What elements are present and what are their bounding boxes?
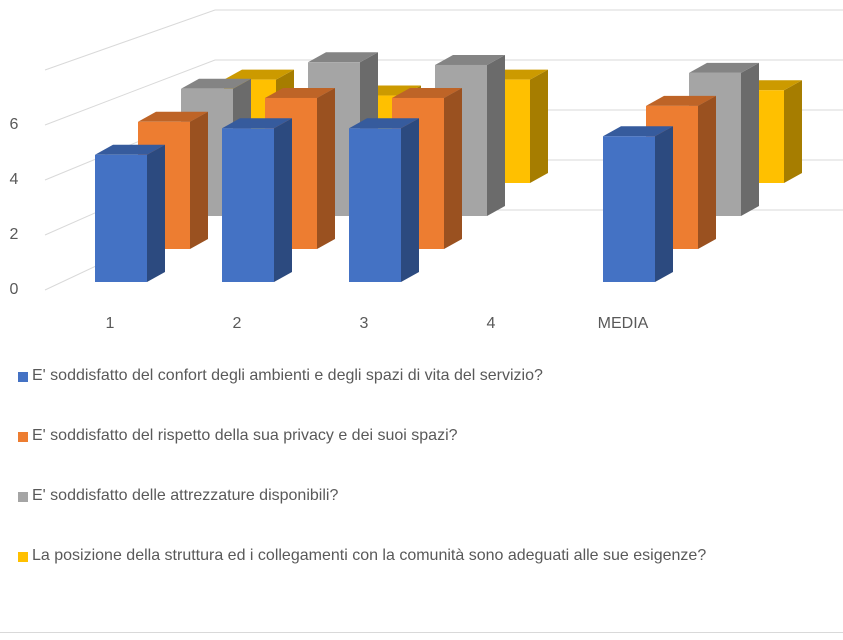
- y-tick-label: 6: [10, 116, 19, 133]
- bar-side: [655, 126, 673, 282]
- bar-side: [274, 118, 292, 282]
- bar-top: [265, 87, 335, 98]
- bar-side: [401, 118, 419, 282]
- y-tick-label: 0: [10, 281, 19, 298]
- legend-swatch: [18, 552, 28, 562]
- bar: [349, 128, 401, 282]
- bar-side: [698, 95, 716, 250]
- legend-item: E' soddisfatto delle attrezzature dispon…: [18, 486, 843, 506]
- y-tick-label: 4: [10, 171, 19, 188]
- bar-top: [224, 69, 294, 80]
- legend-item: La posizione della struttura ed i colleg…: [18, 546, 843, 566]
- border: [0, 632, 843, 633]
- bar-side: [317, 87, 335, 249]
- x-tick-label: 1: [106, 315, 115, 332]
- bar: [222, 128, 274, 282]
- bar-top: [349, 118, 419, 129]
- bar-side: [487, 54, 505, 217]
- bar-top: [138, 111, 208, 122]
- legend-swatch: [18, 492, 28, 502]
- bar-top: [308, 52, 378, 63]
- bar-top: [392, 87, 462, 98]
- bar: [603, 136, 655, 282]
- bar-top: [603, 126, 673, 137]
- legend-label: E' soddisfatto del rispetto della sua pr…: [32, 427, 458, 444]
- legend-label: E' soddisfatto del confort degli ambient…: [32, 367, 543, 384]
- bar-side: [530, 69, 548, 183]
- bar: [95, 154, 147, 282]
- x-tick-label: 3: [360, 315, 369, 332]
- x-tick-label: 4: [487, 315, 496, 332]
- legend-item: E' soddisfatto del rispetto della sua pr…: [18, 426, 843, 446]
- chart: 0 2 4 6 1 2 3 4 MEDIA: [10, 9, 843, 332]
- bar-top: [646, 95, 716, 106]
- bar-side: [741, 62, 759, 217]
- bar-side: [190, 111, 208, 249]
- y-tick-label: 2: [10, 226, 19, 243]
- legend-label: E' soddisfatto delle attrezzature dispon…: [32, 487, 339, 504]
- bar-top: [689, 62, 759, 73]
- bar-top: [222, 118, 292, 129]
- bar-side: [147, 144, 165, 282]
- bar-top: [181, 78, 251, 89]
- bar-side: [784, 80, 802, 183]
- x-tick-label: 2: [233, 315, 242, 332]
- legend-swatch: [18, 372, 28, 382]
- legend-label: La posizione della struttura ed i colleg…: [32, 547, 707, 564]
- x-tick-label: MEDIA: [598, 315, 649, 332]
- grid-line: [44, 59, 843, 126]
- bar-top: [95, 144, 165, 155]
- bar-top: [435, 54, 505, 65]
- legend: E' soddisfatto del confort degli ambient…: [18, 360, 843, 632]
- grid-line: [44, 9, 843, 71]
- legend-item: E' soddisfatto del confort degli ambient…: [18, 366, 843, 386]
- bar-side: [444, 87, 462, 249]
- legend-swatch: [18, 432, 28, 442]
